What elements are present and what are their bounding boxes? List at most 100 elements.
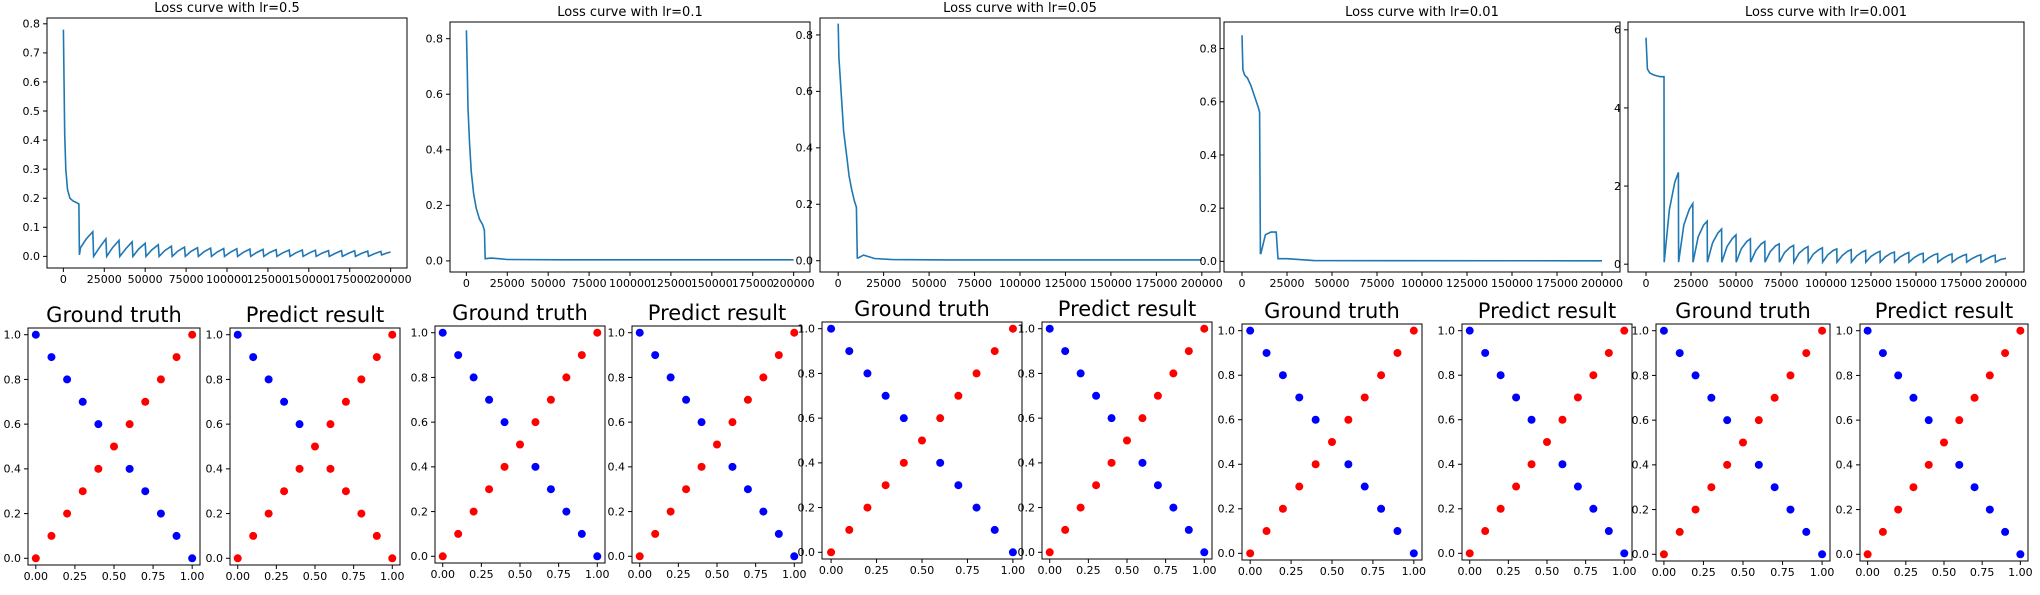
- scatter-point-red-0-3: [78, 487, 87, 496]
- scatter-point-red-2-0: [438, 552, 447, 561]
- scatter-point-blue-6-9: [1409, 549, 1418, 558]
- scatter-xtick-label-5-3: 0.75: [1153, 564, 1178, 577]
- loss-xtick-label-2-8: 200000: [1181, 277, 1223, 290]
- scatter-xtick-label-1-3: 0.75: [341, 570, 366, 583]
- loss-ytick-label-3-0: 0.0: [1200, 255, 1218, 268]
- loss-axes-frame-0: [46, 17, 408, 269]
- scatter-ytick-label-7-1: 0.2: [1438, 503, 1456, 516]
- scatter-point-red-2-2: [469, 507, 478, 516]
- scatter-xtick-label-9-0: 0.00: [1855, 566, 1880, 579]
- loss-xtick-label-0-3: 75000: [169, 273, 204, 286]
- scatter-ytick-label-1-0: 0.0: [206, 552, 224, 565]
- scatter-point-blue-4-5: [936, 458, 945, 467]
- loss-xtick-label-2-7: 175000: [1135, 277, 1177, 290]
- loss-xtick-label-3-0: 0: [1239, 277, 1246, 290]
- scatter-point-red-1-9: [372, 353, 381, 362]
- scatter-point-blue-5-8: [1184, 525, 1193, 534]
- loss-axes-frame-3: [1223, 21, 1621, 273]
- scatter-xtick-label-2-1: 0.25: [469, 568, 494, 581]
- scatter-ytick-label-7-0: 0.0: [1438, 547, 1456, 560]
- scatter-point-blue-3-6: [743, 485, 752, 494]
- scatter-point-red-1-11: [326, 464, 335, 473]
- scatter-point-red-7-7: [1573, 393, 1582, 402]
- scatter-point-red-0-1: [47, 531, 56, 540]
- scatter-point-red-7-10: [1620, 326, 1629, 335]
- scatter-ytick-label-0-4: 0.8: [4, 373, 22, 386]
- scatter-point-red-8-2: [1691, 505, 1700, 514]
- scatter-point-blue-6-6: [1360, 482, 1369, 491]
- scatter-point-red-7-0: [1465, 549, 1474, 558]
- scatter-title-8: Ground truth: [1675, 299, 1811, 323]
- loss-xtick-label-4-3: 75000: [1764, 277, 1799, 290]
- scatter-ytick-label-2-2: 0.4: [411, 461, 429, 474]
- scatter-point-red-5-6: [1138, 414, 1147, 423]
- scatter-xtick-label-1-4: 1.00: [380, 570, 405, 583]
- loss-ytick-label-2-3: 0.6: [796, 85, 814, 98]
- scatter-ytick-label-4-5: 1.0: [798, 323, 816, 336]
- scatter-xtick-label-2-0: 0.00: [430, 568, 455, 581]
- loss-chart-0: Loss curve with lr=0.5 0 25000 50000 75000 10…: [23, 1, 412, 286]
- loss-ytick-label-2-1: 0.2: [796, 198, 814, 211]
- scatter-ytick-label-3-3: 0.6: [608, 416, 626, 429]
- scatter-xtick-label-5-2: 0.50: [1115, 564, 1140, 577]
- scatter-ytick-label-9-0: 0.0: [1836, 548, 1854, 561]
- scatter-point-blue-2-9: [593, 552, 602, 561]
- scatter-point-blue-3-8: [774, 529, 783, 538]
- scatter-point-red-4-2: [863, 503, 872, 512]
- scatter-title-9: Predict result: [1875, 299, 2013, 323]
- scatter-point-blue-0-7: [156, 509, 165, 518]
- scatter-point-red-3-5: [713, 440, 721, 449]
- scatter-point-red-4-7: [954, 391, 963, 400]
- loss-ytick-label-3-1: 0.2: [1200, 202, 1218, 215]
- loss-ytick-label-1-1: 0.2: [426, 199, 444, 212]
- scatter-point-red-3-7: [743, 395, 752, 404]
- scatter-ytick-label-7-2: 0.4: [1438, 458, 1456, 471]
- scatter-point-blue-8-7: [1786, 505, 1795, 514]
- loss-xtick-label-4-5: 125000: [1850, 277, 1892, 290]
- scatter-point-red-9-6: [1955, 416, 1964, 425]
- scatter-point-blue-2-0: [438, 328, 447, 337]
- scatter-ytick-label-5-4: 0.8: [1018, 367, 1036, 380]
- scatter-chart-6: Ground truth 0.00 0.25 0.50 0.75 1.00 0.0 0.2 0.…: [1218, 299, 1427, 578]
- scatter-xtick-label-0-1: 0.25: [63, 570, 88, 583]
- loss-ytick-label-1-3: 0.6: [426, 88, 444, 101]
- scatter-point-blue-4-9: [1008, 548, 1017, 557]
- scatter-chart-1: Predict result 0.00 0.25 0.50 0.75 1.00 0.0 0.2…: [206, 303, 405, 583]
- scatter-chart-9: Predict result 0.00 0.25 0.50 0.75 1.00 0.0 0.2…: [1836, 299, 2033, 579]
- scatter-ytick-label-1-1: 0.2: [206, 507, 224, 520]
- loss-xtick-label-0-1: 25000: [87, 273, 122, 286]
- scatter-xtick-label-8-3: 0.75: [1770, 566, 1795, 579]
- loss-xtick-label-3-3: 75000: [1360, 277, 1395, 290]
- scatter-point-red-0-2: [63, 509, 72, 518]
- loss-xtick-label-3-4: 100000: [1401, 277, 1443, 290]
- scatter-point-red-7-5: [1543, 438, 1551, 446]
- scatter-point-blue-8-0: [1659, 326, 1668, 335]
- loss-ytick-label-2-0: 0.0: [796, 255, 814, 268]
- scatter-xtick-label-4-0: 0.00: [819, 564, 844, 577]
- scatter-point-blue-3-9: [790, 552, 799, 561]
- scatter-point-blue-5-9: [1200, 548, 1209, 557]
- scatter-point-red-6-5: [1328, 438, 1336, 446]
- loss-axes-frame-2: [819, 17, 1221, 273]
- loss-series-line-3: [1241, 35, 1603, 262]
- scatter-point-blue-0-0: [31, 330, 40, 339]
- scatter-ytick-label-1-5: 1.0: [206, 329, 224, 342]
- loss-xtick-label-2-6: 150000: [1090, 277, 1132, 290]
- scatter-point-blue-1-4: [295, 420, 304, 429]
- scatter-ytick-label-4-1: 0.2: [798, 501, 816, 514]
- scatter-point-blue-0-2: [63, 375, 72, 384]
- scatter-ytick-label-9-2: 0.4: [1836, 459, 1854, 472]
- scatter-point-red-0-9: [172, 353, 181, 362]
- scatter-point-red-9-7: [1970, 393, 1979, 402]
- scatter-point-red-2-10: [593, 328, 602, 337]
- scatter-point-red-8-3: [1707, 483, 1716, 492]
- loss-xtick-label-1-4: 100000: [609, 277, 651, 290]
- scatter-point-blue-9-9: [2016, 550, 2025, 559]
- scatter-point-red-5-4: [1107, 458, 1116, 467]
- scatter-chart-7: Predict result 0.00 0.25 0.50 0.75 1.00 0.0 0.2…: [1438, 299, 1637, 578]
- scatter-xtick-label-5-4: 1.00: [1192, 564, 1217, 577]
- scatter-point-blue-1-2: [264, 375, 273, 384]
- loss-ytick-label-0-7: 0.7: [23, 47, 41, 60]
- scatter-point-red-2-7: [546, 395, 555, 404]
- scatter-xtick-label-8-1: 0.25: [1691, 566, 1716, 579]
